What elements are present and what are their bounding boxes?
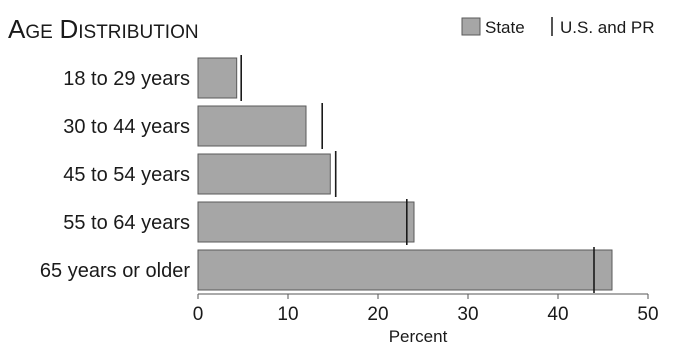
category-label: 55 to 64 years [63, 212, 190, 234]
x-axis-label: Percent [389, 327, 448, 346]
x-tick-label: 0 [193, 304, 204, 325]
plot-area: 18 to 29 years 30 to 44 years 45 to 54 yea… [40, 55, 659, 325]
bar-state [197, 105, 307, 147]
category-label: 30 to 44 years [63, 116, 190, 138]
category-label: 45 to 54 years [63, 164, 190, 186]
category-label: 18 to 29 years [63, 68, 190, 90]
bar-state [197, 249, 613, 291]
chart-title: AGE DISTRIBUTION [8, 14, 199, 44]
category-label: 65 years or older [40, 260, 190, 282]
legend-state-label: State [485, 18, 525, 37]
legend-us-pr-label: U.S. and PR [560, 18, 655, 37]
bar-state [197, 201, 415, 243]
x-tick-label: 30 [457, 304, 478, 325]
bar-state [197, 153, 331, 195]
bar-state [197, 57, 238, 99]
x-tick-label: 20 [367, 304, 388, 325]
x-tick-label: 50 [637, 304, 658, 325]
legend: State U.S. and PR [461, 17, 655, 37]
legend-state-swatch [461, 17, 481, 36]
x-tick-label: 10 [277, 304, 298, 325]
x-tick-label: 40 [547, 304, 568, 325]
